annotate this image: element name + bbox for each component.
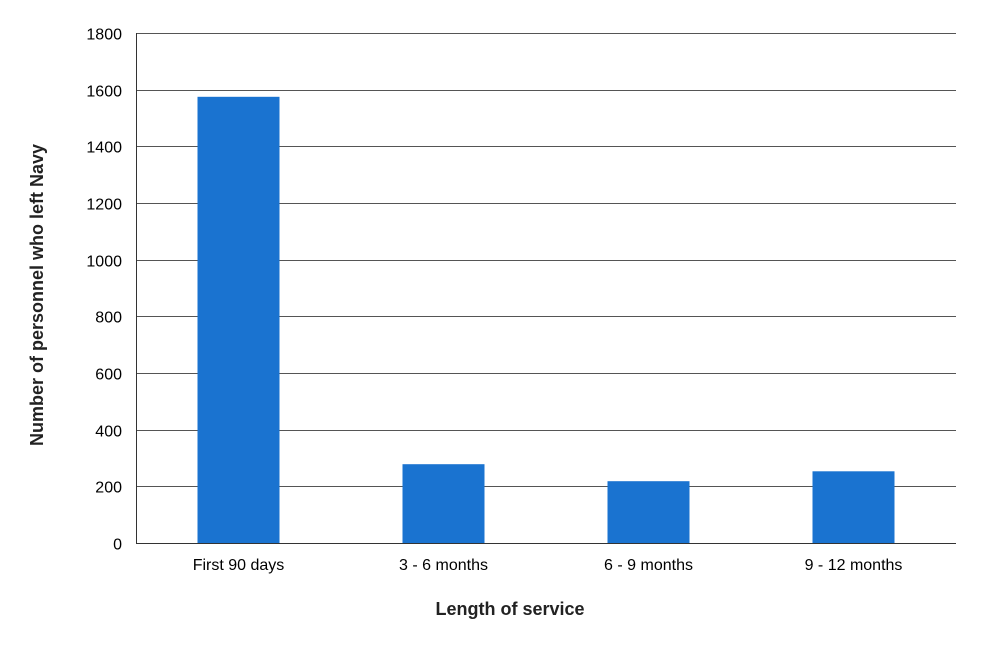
y-tick-label: 1400 — [86, 140, 122, 157]
bar-2 — [607, 481, 690, 543]
y-tick-labels: 0 200 400 600 800 1000 1200 1400 1600 1800 — [86, 27, 122, 554]
x-axis-title: Length of service — [435, 599, 584, 619]
bar-1 — [402, 464, 485, 543]
x-tick-labels: First 90 days 3 - 6 months 6 - 9 months 9 -… — [193, 557, 903, 574]
x-tick-label: First 90 days — [193, 557, 285, 574]
y-tick-label: 1800 — [86, 27, 122, 44]
bar-0 — [197, 96, 280, 544]
y-tick-label: 800 — [95, 310, 122, 327]
y-axis-title: Number of personnel who left Navy — [27, 144, 47, 446]
bars — [197, 96, 895, 544]
x-tick-label: 3 - 6 months — [399, 557, 488, 574]
y-tick-label: 0 — [113, 537, 122, 554]
axes — [136, 33, 956, 544]
y-tick-label: 1200 — [86, 197, 122, 214]
bar-3 — [812, 471, 895, 543]
y-tick-label: 600 — [95, 367, 122, 384]
x-tick-label: 6 - 9 months — [604, 557, 693, 574]
y-tick-label: 200 — [95, 480, 122, 497]
x-tick-label: 9 - 12 months — [805, 557, 903, 574]
y-tick-label: 400 — [95, 424, 122, 441]
y-tick-label: 1600 — [86, 84, 122, 101]
y-tick-label: 1000 — [86, 254, 122, 271]
